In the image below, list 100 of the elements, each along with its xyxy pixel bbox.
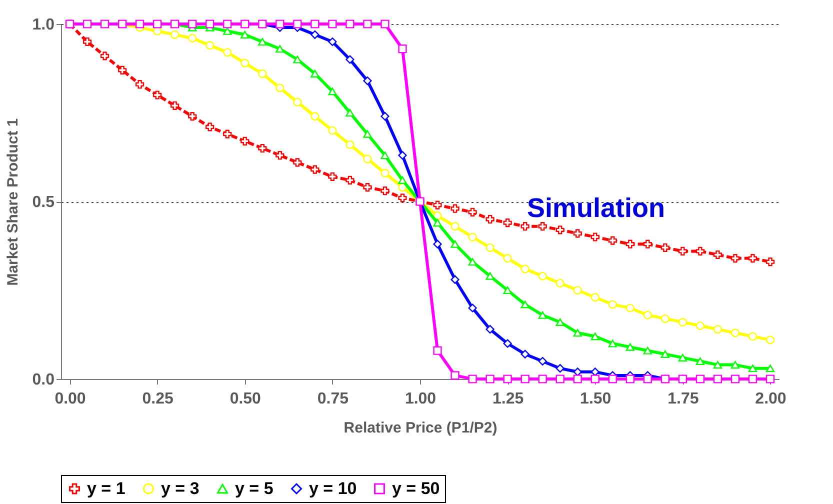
point [503,254,512,263]
point [556,278,564,288]
point [468,232,477,242]
point [748,332,758,341]
point [328,88,337,96]
point [328,172,337,181]
point [590,232,600,242]
point [678,354,687,362]
point [626,343,634,351]
point [398,151,407,160]
point [608,236,617,245]
point [678,246,687,256]
point [573,329,582,337]
point [363,76,372,86]
point [748,364,758,372]
point [573,286,582,295]
point [660,314,670,323]
point [748,254,758,263]
point [450,240,460,248]
point [538,374,547,384]
point [468,208,477,216]
legend-label: y = 50 [392,478,440,498]
point [713,374,722,384]
point [730,374,740,384]
point [730,254,740,263]
point [363,154,372,164]
x-tick-label: 2.00 [755,390,786,408]
x-tick-label: 1.50 [580,390,612,408]
point [223,48,232,57]
point [293,20,302,28]
point [223,130,232,138]
point [153,90,162,100]
point [240,136,250,146]
point [433,218,442,227]
point [626,240,634,248]
point [573,374,582,384]
point [398,176,407,184]
point [556,364,564,373]
point [188,20,197,28]
point [223,27,232,35]
annotation: Simulation [526,193,666,223]
point [380,168,390,178]
point [538,222,547,231]
point [766,364,775,372]
point [100,52,110,60]
legend-label: y = 1 [87,478,126,498]
x-tick-label: 1.25 [492,390,524,408]
point [170,101,180,110]
point [766,258,775,266]
point [450,204,460,213]
x-tick-label: 0.00 [54,390,86,408]
point [468,374,477,384]
point [486,324,494,334]
point [486,374,494,384]
point [82,37,92,46]
point [643,310,652,320]
point [748,374,758,384]
point [608,340,617,348]
point [450,222,460,231]
point [293,158,302,167]
point [678,318,687,326]
point [380,112,390,121]
point [626,374,634,384]
x-tick-label: 0.50 [230,390,262,408]
point [538,356,547,366]
point [520,350,530,358]
point [346,20,354,28]
point [556,374,564,384]
point [206,20,214,28]
point [170,30,180,39]
point [135,80,144,89]
point [626,304,634,312]
point [310,112,320,121]
point [223,20,232,28]
point [538,272,547,280]
point [310,20,320,28]
y-tick-label: 0.0 [32,372,55,388]
point [590,293,600,302]
point [135,20,144,28]
point [696,321,705,330]
point [730,360,740,369]
point [328,20,337,28]
y-tick-label: 1.0 [32,16,55,34]
point [590,332,600,340]
point [276,84,284,92]
point [766,336,775,344]
point [346,176,354,185]
point [608,374,617,384]
point [696,357,705,366]
point [328,126,337,135]
point [503,218,512,228]
x-tick-label: 1.75 [668,390,699,408]
point [766,374,775,384]
point [188,34,197,42]
point [258,144,267,153]
legend-label: y = 3 [161,478,200,498]
point [713,360,722,369]
point [240,30,250,38]
y-axis-title: Market Share Product 1 [4,118,22,286]
point [258,69,267,78]
